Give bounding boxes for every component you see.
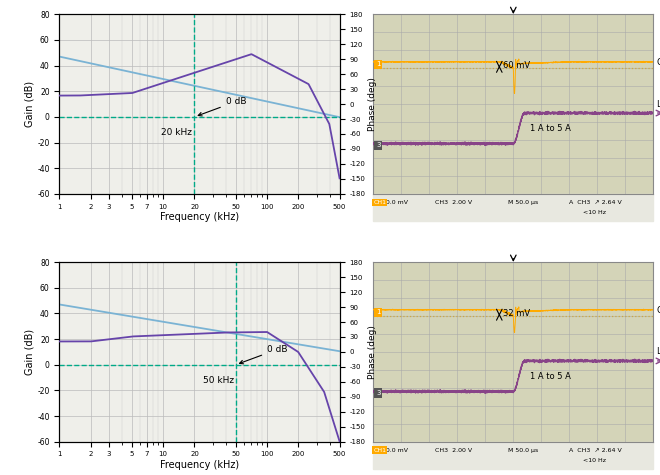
Y-axis label: Gain (dB): Gain (dB) bbox=[24, 81, 34, 127]
Y-axis label: Gain (dB): Gain (dB) bbox=[24, 329, 34, 375]
Text: M 50.0 μs: M 50.0 μs bbox=[508, 200, 538, 205]
Text: 32 mV: 32 mV bbox=[503, 309, 530, 318]
X-axis label: Frequency (kHz): Frequency (kHz) bbox=[160, 212, 239, 222]
X-axis label: Frequency (kHz): Frequency (kHz) bbox=[160, 460, 239, 470]
Text: <10 Hz: <10 Hz bbox=[583, 457, 607, 463]
Text: CH1: CH1 bbox=[373, 200, 386, 205]
Text: A  CH3  ↗ 2.64 V: A CH3 ↗ 2.64 V bbox=[570, 200, 622, 205]
Bar bbox=[373, 442, 653, 469]
Text: 50 kHz: 50 kHz bbox=[203, 376, 234, 385]
Text: 50.0 mV: 50.0 mV bbox=[381, 447, 408, 453]
Text: A  CH3  ↗ 2.64 V: A CH3 ↗ 2.64 V bbox=[570, 447, 622, 453]
Bar bbox=[373, 194, 653, 221]
Text: 3: 3 bbox=[376, 142, 381, 148]
Text: 1 A to 5 A: 1 A to 5 A bbox=[530, 124, 571, 133]
Text: Output: Output bbox=[656, 306, 660, 315]
Text: CH3  2.00 V: CH3 2.00 V bbox=[435, 200, 472, 205]
Text: 60 mV: 60 mV bbox=[503, 61, 530, 70]
Text: CH3  2.00 V: CH3 2.00 V bbox=[435, 447, 472, 453]
Text: 1: 1 bbox=[376, 61, 381, 67]
Text: Output: Output bbox=[656, 58, 660, 67]
Text: 0 dB: 0 dB bbox=[240, 345, 288, 364]
Text: 1 A to 5 A: 1 A to 5 A bbox=[530, 372, 571, 381]
Text: <10 Hz: <10 Hz bbox=[583, 209, 607, 215]
Text: Load: Load bbox=[656, 347, 660, 356]
Text: 20 kHz: 20 kHz bbox=[162, 128, 192, 137]
Text: CH1: CH1 bbox=[373, 447, 386, 453]
Text: M 50.0 μs: M 50.0 μs bbox=[508, 447, 538, 453]
Text: 50.0 mV: 50.0 mV bbox=[381, 200, 408, 205]
Text: 3: 3 bbox=[376, 390, 381, 396]
Text: 1: 1 bbox=[376, 309, 381, 315]
Y-axis label: Phase (deg): Phase (deg) bbox=[368, 77, 377, 131]
Text: 0 dB: 0 dB bbox=[198, 97, 246, 116]
Text: Load: Load bbox=[656, 100, 660, 109]
Y-axis label: Phase (deg): Phase (deg) bbox=[368, 325, 377, 379]
